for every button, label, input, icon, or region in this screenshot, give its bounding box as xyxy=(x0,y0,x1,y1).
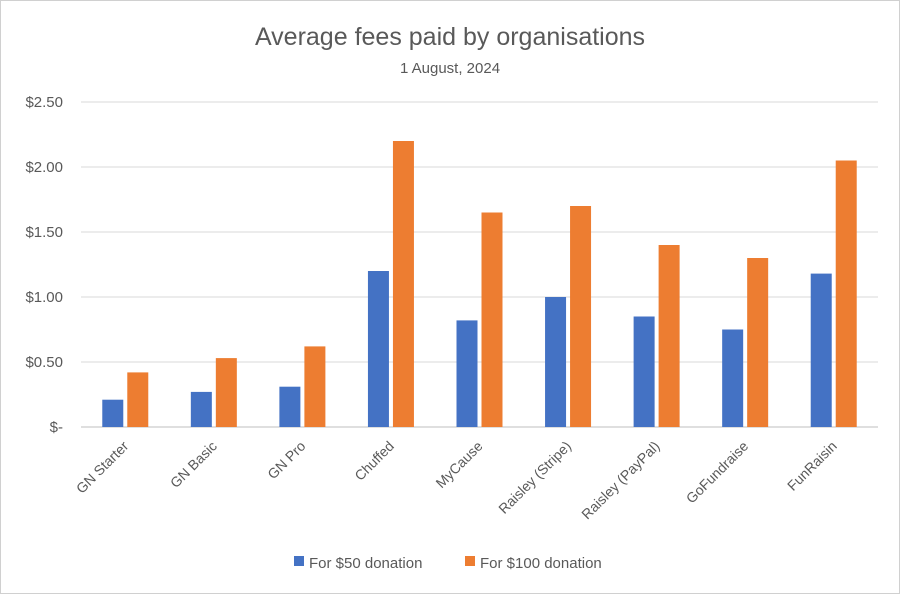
bar-fifty xyxy=(633,316,655,427)
y-tick-label: $2.50 xyxy=(25,94,63,111)
bars xyxy=(102,141,857,427)
bar-hundred xyxy=(747,258,769,427)
y-tick-label: $- xyxy=(50,419,63,436)
bar-hundred xyxy=(304,346,326,427)
bar-hundred xyxy=(481,212,503,427)
bar-fifty xyxy=(367,271,389,427)
bar-hundred xyxy=(215,358,237,427)
gridlines xyxy=(81,101,878,428)
bar-hundred xyxy=(570,206,592,427)
bar-fifty xyxy=(456,320,478,427)
bar-fifty xyxy=(190,391,212,427)
x-tick-label: Chuffed xyxy=(351,438,397,484)
x-tick-label: Raisley (PayPal) xyxy=(578,438,662,522)
legend-swatch xyxy=(294,556,304,566)
x-tick-label: MyCause xyxy=(432,438,485,491)
bar-hundred xyxy=(835,160,857,427)
x-tick-label: GoFundraise xyxy=(683,438,752,507)
y-tick-label: $2.00 xyxy=(25,159,63,176)
legend-label: For $50 donation xyxy=(309,555,422,572)
chart-title: Average fees paid by organisations xyxy=(255,23,645,51)
bar-fifty xyxy=(102,399,124,427)
y-tick-label: $0.50 xyxy=(25,354,63,371)
bar-fifty xyxy=(545,297,567,427)
x-tick-label: GN Pro xyxy=(264,438,308,482)
bar-fifty xyxy=(722,329,744,427)
chart-subtitle: 1 August, 2024 xyxy=(400,60,500,77)
x-tick-label: FunRaisin xyxy=(784,438,840,494)
bar-hundred xyxy=(392,141,414,427)
legend-swatch xyxy=(465,556,475,566)
bar-hundred xyxy=(127,372,149,427)
x-tick-label: GN Starter xyxy=(73,438,132,497)
x-tick-label: Raisley (Stripe) xyxy=(495,438,574,517)
legend: For $50 donation For $100 donation xyxy=(294,555,602,572)
bar-fifty xyxy=(279,386,301,427)
bar-hundred xyxy=(658,245,680,427)
legend-label: For $100 donation xyxy=(480,555,602,572)
x-tick-label: GN Basic xyxy=(167,438,220,491)
y-axis-ticks: $- $0.50 $1.00 $1.50 $2.00 $2.50 xyxy=(25,94,63,436)
y-tick-label: $1.50 xyxy=(25,224,63,241)
bar-fifty xyxy=(810,273,832,427)
x-axis-labels: GN Starter GN Basic GN Pro Chuffed MyCause Ra… xyxy=(73,438,840,523)
y-tick-label: $1.00 xyxy=(25,289,63,306)
